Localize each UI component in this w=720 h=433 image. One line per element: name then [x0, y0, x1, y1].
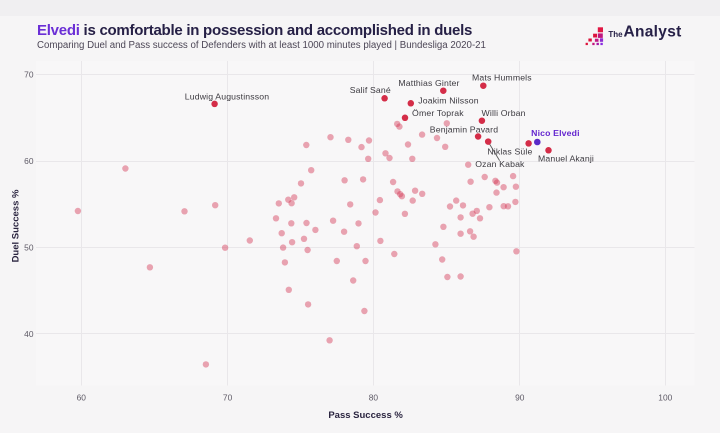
svg-text:Ömer Toprak: Ömer Toprak [412, 108, 464, 118]
svg-text:Manuel Akanji: Manuel Akanji [538, 153, 594, 163]
svg-text:100: 100 [658, 393, 672, 403]
svg-text:Salif Sané: Salif Sané [350, 85, 391, 95]
svg-text:50: 50 [24, 242, 34, 252]
svg-text:80: 80 [369, 393, 379, 403]
svg-text:70: 70 [223, 393, 233, 403]
svg-text:60: 60 [24, 156, 34, 166]
svg-text:60: 60 [77, 393, 87, 403]
svg-text:Ludwig Augustinsson: Ludwig Augustinsson [185, 91, 269, 101]
svg-text:Joakim Nilsson: Joakim Nilsson [418, 96, 479, 106]
svg-text:Matthias Ginter: Matthias Ginter [398, 78, 459, 88]
svg-text:The: The [608, 30, 623, 39]
svg-text:Duel Success %: Duel Success % [11, 189, 22, 262]
svg-text:Niklas Süle: Niklas Süle [487, 147, 532, 157]
svg-text:Willi Orban: Willi Orban [482, 108, 526, 118]
svg-text:Nico Elvedi: Nico Elvedi [531, 128, 579, 138]
svg-text:40: 40 [24, 329, 34, 339]
svg-text:Analyst: Analyst [624, 24, 682, 41]
svg-text:90: 90 [515, 393, 525, 403]
svg-text:70: 70 [24, 70, 34, 80]
svg-text:Ozan Kabak: Ozan Kabak [475, 159, 525, 169]
svg-text:Pass Success %: Pass Success % [328, 410, 403, 421]
svg-text:Benjamin Pavard: Benjamin Pavard [430, 124, 498, 134]
svg-text:Mats Hummels: Mats Hummels [472, 72, 532, 82]
